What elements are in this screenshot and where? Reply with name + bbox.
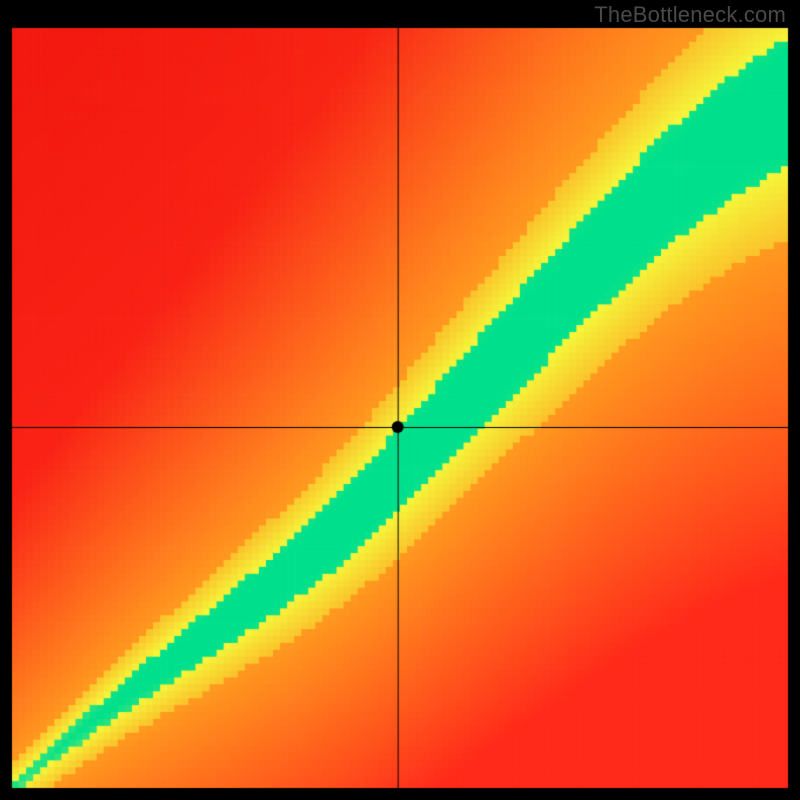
bottleneck-heatmap-chart: TheBottleneck.com — [0, 0, 800, 800]
heatmap-canvas — [0, 0, 800, 800]
watermark-label: TheBottleneck.com — [594, 2, 786, 28]
